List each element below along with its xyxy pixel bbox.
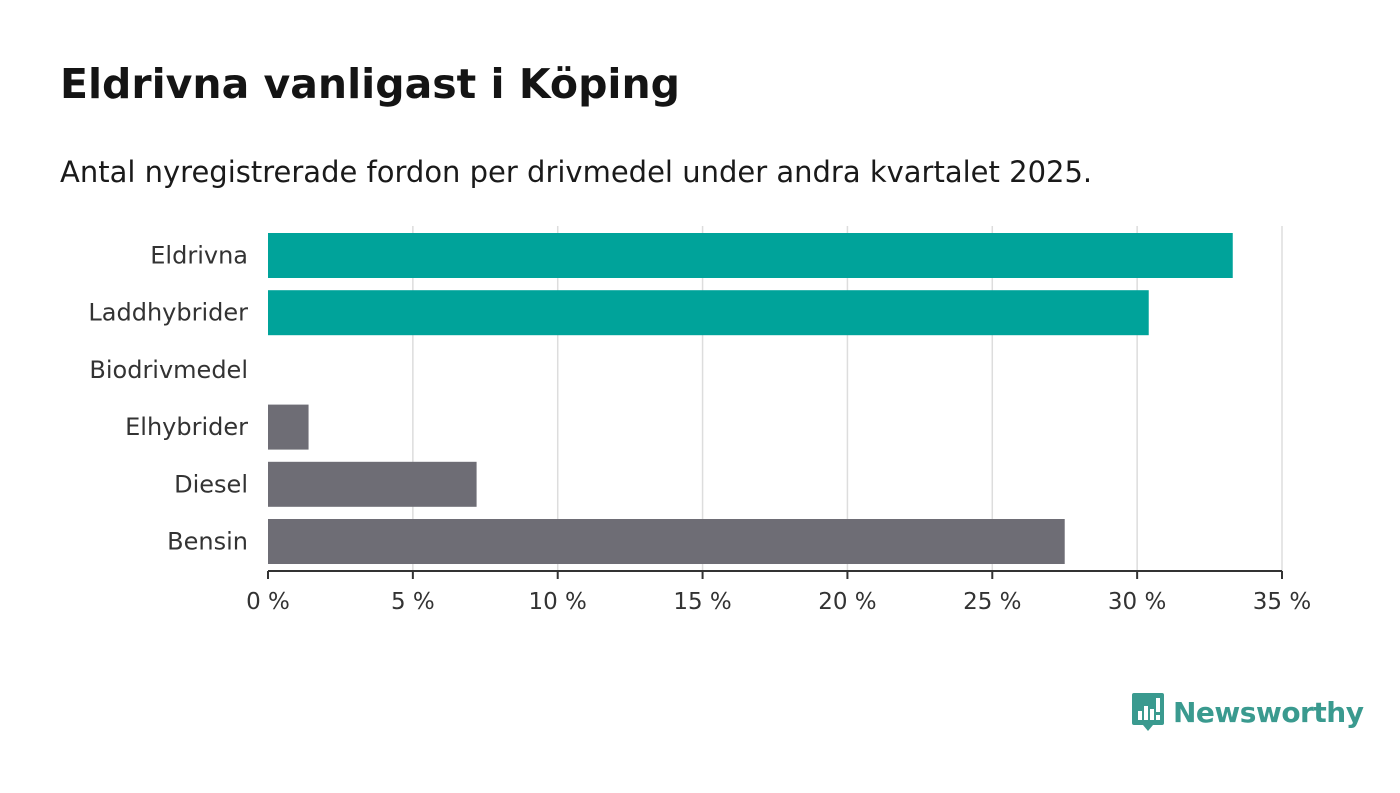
bar — [268, 461, 477, 507]
category-label: Diesel — [174, 470, 248, 498]
x-tick-label: 30 % — [1108, 589, 1166, 615]
x-tick-label: 25 % — [963, 589, 1021, 615]
category-label: Eldrivna — [150, 242, 248, 270]
x-tick-label: 20 % — [818, 589, 876, 615]
category-label: Biodrivmedel — [89, 356, 248, 384]
x-axis: 0 % 5 % 10 % 15 % 20 % 25 % 30 % 35 % — [246, 570, 1311, 615]
newsworthy-logo: Newsworthy — [1131, 690, 1364, 734]
x-tick-label: 5 % — [391, 589, 435, 615]
x-tick-label: 35 % — [1253, 589, 1311, 615]
category-labels: Eldrivna Laddhybrider Biodrivmedel Elhybrid… — [88, 242, 248, 556]
category-label: Laddhybrider — [88, 299, 248, 327]
bar — [268, 519, 1065, 564]
bar — [268, 290, 1149, 336]
x-tick-label: 0 % — [246, 589, 290, 615]
x-tick-label: 10 % — [528, 589, 586, 615]
category-label: Elhybrider — [125, 413, 248, 441]
newsworthy-logo-text: Newsworthy — [1173, 695, 1364, 729]
chart-title: Eldrivna vanligast i Köping — [60, 60, 681, 108]
x-tick-label: 15 % — [673, 589, 731, 615]
category-label: Bensin — [167, 528, 248, 556]
bar — [268, 404, 309, 450]
newsworthy-logo-icon — [1132, 693, 1164, 731]
grid-lines — [412, 226, 1283, 571]
bar — [268, 233, 1233, 278]
chart-subtitle: Antal nyregistrerade fordon per drivmede… — [60, 155, 1093, 189]
bars — [268, 233, 1233, 564]
